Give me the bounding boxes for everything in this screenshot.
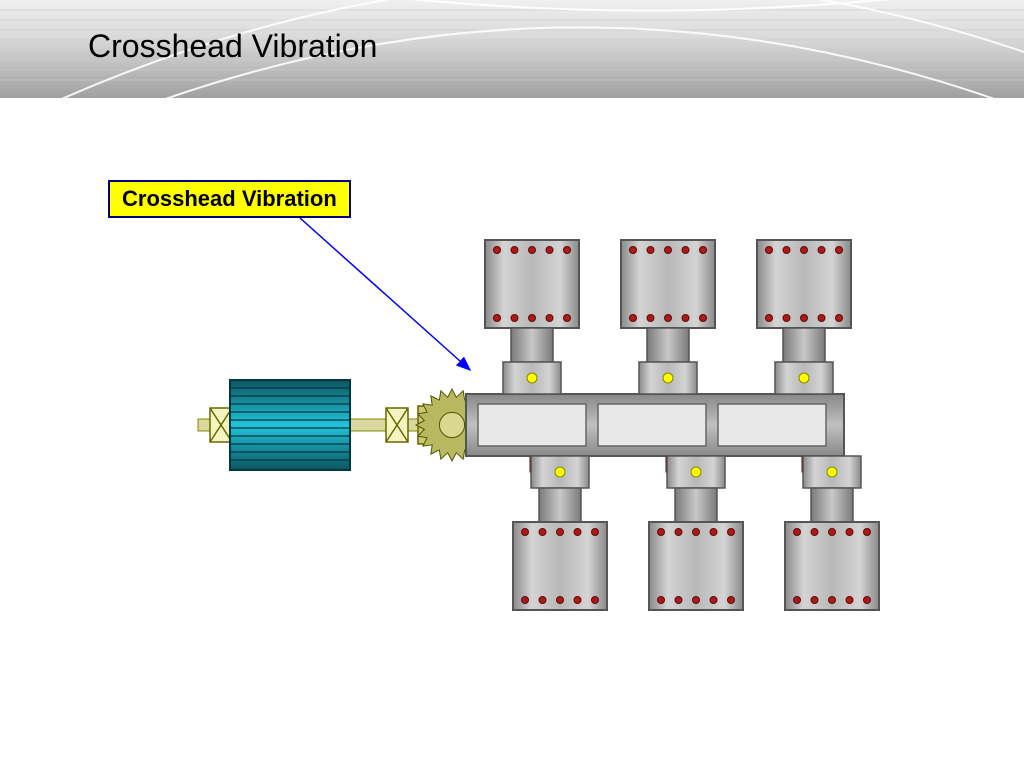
cylinders-group: [485, 240, 879, 610]
bearing-left: [210, 408, 232, 442]
compressor-frame: [466, 394, 844, 456]
header-banner: Crosshead Vibration: [0, 0, 1024, 98]
gear: [416, 389, 488, 461]
motor: [230, 380, 350, 470]
bearing-right: [386, 408, 408, 442]
shaft-group: [198, 419, 420, 431]
page-title: Crosshead Vibration: [88, 28, 377, 65]
coupling: [418, 406, 440, 444]
callout-label: Crosshead Vibration: [108, 180, 351, 218]
red-tabs: [530, 456, 812, 472]
diagram-svg: [0, 0, 1024, 768]
callout-arrow: [300, 218, 470, 370]
